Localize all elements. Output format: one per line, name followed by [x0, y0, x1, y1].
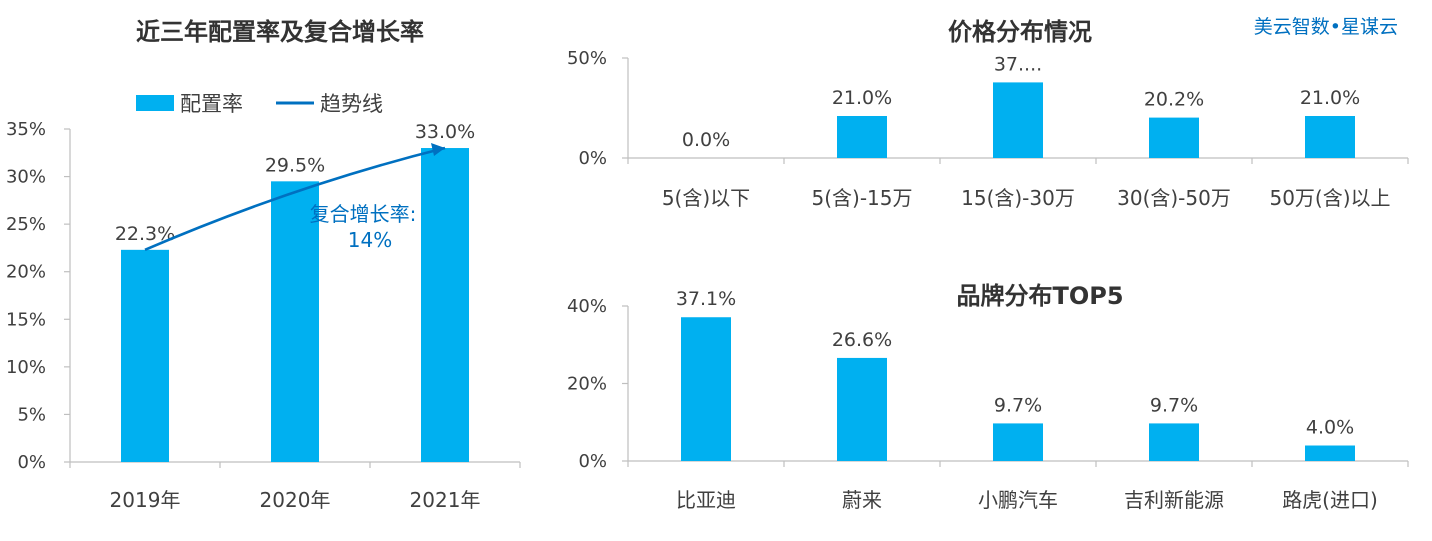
data-label: 9.7%: [994, 394, 1042, 416]
x-category-label: 50万(含)以上: [1269, 186, 1390, 210]
rate-legend: 配置率 趋势线: [136, 92, 383, 116]
data-label: 9.7%: [1150, 394, 1198, 416]
brand-label: 美云智数•星谋云: [1254, 16, 1398, 38]
x-category-label: 小鹏汽车: [978, 488, 1058, 512]
bar: [1149, 117, 1199, 158]
y-tick-label: 25%: [6, 214, 46, 235]
legend-bar-swatch: [136, 95, 174, 111]
x-category-label: 路虎(进口): [1282, 488, 1378, 512]
x-category-label: 2021年: [410, 488, 481, 512]
bar: [837, 357, 887, 461]
growth-annotation-label: 复合增长率:: [310, 202, 417, 226]
bar: [421, 148, 469, 462]
y-tick-label: 5%: [17, 404, 46, 425]
y-tick-label: 0%: [17, 452, 46, 473]
data-label: 33.0%: [415, 121, 475, 143]
legend-bar-label: 配置率: [180, 92, 243, 116]
bar: [837, 116, 887, 158]
y-tick-label: 30%: [6, 167, 46, 188]
data-label: 37....: [994, 53, 1042, 75]
y-tick-label: 40%: [567, 296, 607, 317]
y-tick-label: 0%: [578, 451, 607, 472]
brand-chart: 品牌分布TOP5 0% 20% 40% 比亚迪 蔚来 小鹏汽车 吉利新能源 路虎(进口) 37…: [567, 282, 1409, 512]
y-tick-label: 50%: [567, 48, 607, 69]
data-label: 26.6%: [832, 329, 892, 351]
y-tick-label: 20%: [567, 374, 607, 395]
data-label: 22.3%: [115, 223, 175, 245]
bar: [681, 317, 731, 461]
y-tick-label: 0%: [578, 148, 607, 169]
data-label: 37.1%: [676, 288, 736, 310]
data-label: 21.0%: [1300, 87, 1360, 109]
brand-chart-title: 品牌分布TOP5: [956, 282, 1123, 310]
trend-arrowhead: [431, 143, 445, 157]
x-category-label: 30(含)-50万: [1117, 186, 1231, 210]
price-chart-title: 价格分布情况: [948, 18, 1092, 46]
x-category-label: 5(含)以下: [662, 186, 750, 210]
bar: [121, 249, 169, 462]
x-category-label: 2019年: [110, 488, 181, 512]
legend-line-label: 趋势线: [320, 92, 383, 116]
trend-line: [144, 146, 446, 252]
price-chart: 价格分布情况 0% 50% 5(含)以下 5(含)-15万 15(含)-30万 30(含)…: [567, 18, 1409, 210]
data-label: 0.0%: [682, 129, 730, 151]
y-tick-label: 20%: [6, 262, 46, 283]
data-label: 21.0%: [832, 87, 892, 109]
y-tick-label: 10%: [6, 357, 46, 378]
data-label: 29.5%: [265, 154, 325, 176]
bar: [1305, 116, 1355, 158]
growth-annotation-value: 14%: [348, 228, 392, 252]
data-label: 20.2%: [1144, 89, 1204, 111]
x-category-label: 15(含)-30万: [961, 186, 1075, 210]
x-category-label: 蔚来: [842, 488, 882, 512]
bar: [993, 423, 1043, 461]
data-label: 4.0%: [1306, 417, 1354, 439]
x-category-label: 吉利新能源: [1124, 488, 1224, 512]
x-category-label: 比亚迪: [676, 488, 736, 512]
y-tick-label: 15%: [6, 309, 46, 330]
rate-chart-title: 近三年配置率及复合增长率: [136, 18, 424, 46]
x-category-label: 2020年: [260, 488, 331, 512]
bar: [993, 82, 1043, 158]
y-tick-label: 35%: [6, 119, 46, 140]
bar: [1149, 423, 1199, 461]
x-category-label: 5(含)-15万: [812, 186, 913, 210]
bar: [271, 181, 319, 463]
bar: [1305, 445, 1355, 461]
rate-chart: 近三年配置率及复合增长率 配置率 趋势线 0% 5% 10% 15% 20% 25% 30%…: [6, 18, 521, 512]
